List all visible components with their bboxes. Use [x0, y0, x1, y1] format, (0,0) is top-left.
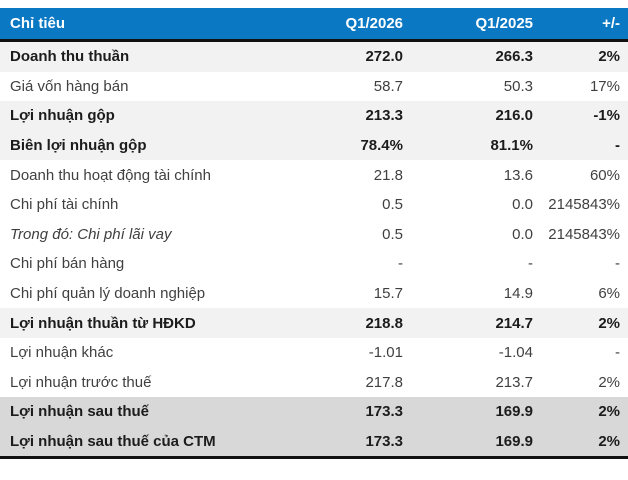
cell-delta: 2145843%	[548, 196, 620, 214]
table-row: Biên lợi nhuận gộp 78.4% 81.1% -	[0, 130, 628, 161]
table-row: Chi phí bán hàng - - -	[0, 249, 628, 279]
cell-delta: -	[615, 344, 620, 362]
cell-delta: -1%	[593, 107, 620, 125]
table-row: Lợi nhuận thuần từ HĐKD 218.8 214.7 2%	[0, 308, 628, 338]
cell-delta: 6%	[598, 285, 620, 303]
row-label: Biên lợi nhuận gộp	[10, 137, 147, 155]
table-row: Lợi nhuận sau thuế 173.3 169.9 2%	[0, 397, 628, 427]
table-row: Lợi nhuận trước thuế 217.8 213.7 2%	[0, 367, 628, 398]
table-body: Doanh thu thuần 272.0 266.3 2% Giá vốn hàng …	[0, 42, 628, 457]
cell-q1-2025: 0.0	[512, 225, 533, 243]
cell-q1-2025: 169.9	[495, 433, 533, 451]
cell-q1-2025: -1.04	[498, 344, 533, 362]
financial-results-table: Chỉ tiêu Q1/2026 Q1/2025 +/- Doanh thu t…	[0, 8, 628, 460]
cell-q1-2025: 0.0	[512, 196, 533, 214]
cell-q1-2026: 218.8	[365, 314, 403, 332]
cell-q1-2026: 21.8	[373, 166, 403, 184]
table-row: Trong đó: Chi phí lãi vay 0.5 0.0 2145843%	[0, 219, 628, 250]
column-header-q1-2026: Q1/2026	[345, 15, 403, 32]
cell-delta: -	[615, 137, 620, 155]
cell-q1-2025: 50.3	[503, 77, 533, 95]
cell-q1-2026: 78.4%	[360, 137, 403, 155]
cell-q1-2026: 58.7	[373, 77, 403, 95]
table-row: Doanh thu hoạt động tài chính 21.8 13.6 60%	[0, 160, 628, 190]
table-row: Doanh thu thuần 272.0 266.3 2%	[0, 42, 628, 72]
row-label: Doanh thu hoạt động tài chính	[10, 166, 211, 184]
cell-q1-2025: 169.9	[495, 403, 533, 421]
row-label: Chi phí bán hàng	[10, 255, 125, 273]
row-label: Lợi nhuận thuần từ HĐKD	[10, 314, 196, 332]
row-label: Lợi nhuận khác	[10, 344, 114, 362]
cell-q1-2026: 272.0	[365, 48, 403, 66]
table-row: Chi phí quản lý doanh nghiệp 15.7 14.9 6%	[0, 278, 628, 309]
cell-delta: 2%	[598, 48, 620, 66]
cell-q1-2026: -1.01	[368, 344, 403, 362]
cell-delta: 17%	[589, 77, 620, 95]
cell-q1-2026: 213.3	[365, 107, 403, 125]
row-label: Doanh thu thuần	[10, 48, 130, 66]
row-label: Giá vốn hàng bán	[10, 77, 129, 95]
row-label: Lợi nhuận gộp	[10, 107, 115, 125]
cell-q1-2026: 173.3	[365, 433, 403, 451]
cell-delta: 2%	[598, 403, 620, 421]
cell-q1-2026: 0.5	[382, 196, 403, 214]
column-header-delta: +/-	[602, 15, 620, 32]
cell-delta: 60%	[589, 166, 620, 184]
cell-q1-2025: 14.9	[503, 285, 533, 303]
cell-delta: 2%	[598, 373, 620, 391]
row-label: Chi phí quản lý doanh nghiệp	[10, 285, 206, 303]
table-header-row: Chỉ tiêu Q1/2026 Q1/2025 +/-	[0, 8, 628, 42]
row-label: Lợi nhuận sau thuế	[10, 403, 149, 421]
column-header-chi-tieu: Chỉ tiêu	[10, 15, 65, 32]
table-row: Giá vốn hàng bán 58.7 50.3 17%	[0, 71, 628, 102]
cell-q1-2025: 266.3	[495, 48, 533, 66]
cell-q1-2026: 0.5	[382, 225, 403, 243]
table-row: Lợi nhuận gộp 213.3 216.0 -1%	[0, 101, 628, 131]
cell-q1-2025: 13.6	[503, 166, 533, 184]
cell-q1-2025: 81.1%	[490, 137, 533, 155]
row-label: Chi phí tài chính	[10, 196, 119, 214]
cell-q1-2026: 217.8	[365, 373, 403, 391]
cell-delta: 2145843%	[548, 225, 620, 243]
row-label: Trong đó: Chi phí lãi vay	[10, 225, 172, 243]
cell-q1-2026: 173.3	[365, 403, 403, 421]
cell-delta: -	[615, 255, 620, 273]
table-row: Lợi nhuận khác -1.01 -1.04 -	[0, 337, 628, 368]
row-label: Lợi nhuận trước thuế	[10, 373, 152, 391]
table-row: Chi phí tài chính 0.5 0.0 2145843%	[0, 189, 628, 220]
cell-q1-2025: -	[528, 255, 533, 273]
cell-q1-2026: 15.7	[373, 285, 403, 303]
column-header-q1-2025: Q1/2025	[475, 15, 533, 32]
cell-q1-2025: 214.7	[495, 314, 533, 332]
row-label: Lợi nhuận sau thuế của CTM	[10, 433, 216, 451]
cell-q1-2026: -	[398, 255, 403, 273]
table-row: Lợi nhuận sau thuế của CTM 173.3 169.9 2%	[0, 426, 628, 457]
cell-delta: 2%	[598, 433, 620, 451]
cell-q1-2025: 216.0	[495, 107, 533, 125]
cell-delta: 2%	[598, 314, 620, 332]
cell-q1-2025: 213.7	[495, 373, 533, 391]
